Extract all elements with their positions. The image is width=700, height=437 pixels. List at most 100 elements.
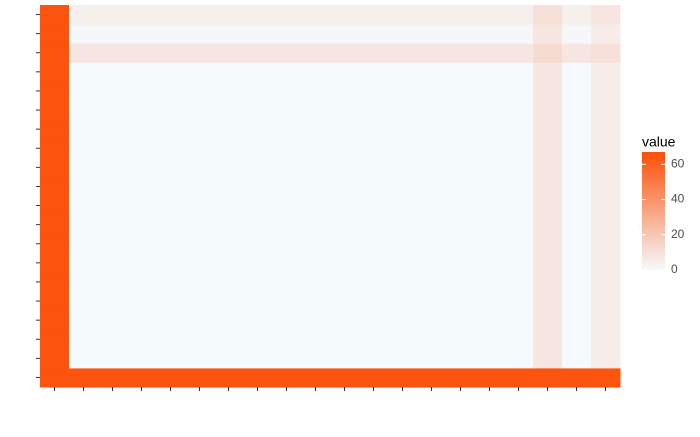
heatmap-cell xyxy=(98,157,128,178)
heatmap-cell xyxy=(562,176,592,197)
heatmap-cell xyxy=(330,272,360,292)
heatmap-cell xyxy=(446,100,476,121)
heatmap-cell xyxy=(533,367,563,388)
heatmap-cell xyxy=(388,176,418,197)
heatmap-cell xyxy=(243,81,273,101)
heatmap-cell xyxy=(359,272,389,292)
heatmap-cell xyxy=(127,291,157,312)
heatmap-cell xyxy=(40,272,70,292)
heatmap-cell xyxy=(417,253,447,273)
heatmap-cell xyxy=(214,43,244,63)
heatmap-cell xyxy=(359,43,389,63)
heatmap-cell xyxy=(127,234,157,254)
heatmap-cell xyxy=(301,119,331,140)
legend-tick-label: 40 xyxy=(671,192,685,206)
heatmap-cell xyxy=(243,196,273,216)
heatmap-cell xyxy=(127,119,157,140)
heatmap-cell xyxy=(330,100,360,121)
heatmap-cell xyxy=(98,291,128,312)
heatmap-cell xyxy=(127,81,157,101)
heatmap-cell xyxy=(40,119,70,140)
heatmap-cell xyxy=(359,100,389,121)
heatmap-cell xyxy=(330,138,360,159)
heatmap-cell xyxy=(243,62,273,82)
heatmap-cell xyxy=(69,62,99,82)
heatmap-cell xyxy=(446,253,476,273)
heatmap-cell xyxy=(475,329,505,350)
heatmap-cell xyxy=(185,100,215,121)
heatmap-cell xyxy=(533,81,563,101)
heatmap-cell xyxy=(417,215,447,235)
heatmap-cell xyxy=(591,234,621,254)
heatmap-cell xyxy=(185,138,215,159)
heatmap-cell xyxy=(156,119,186,140)
heatmap-cell xyxy=(504,215,534,235)
heatmap-cell xyxy=(156,310,186,331)
heatmap-cell xyxy=(243,310,273,331)
heatmap-cell xyxy=(475,81,505,101)
heatmap-cell xyxy=(98,272,128,292)
heatmap-cell xyxy=(417,291,447,312)
heatmap-cell xyxy=(301,215,331,235)
heatmap-cell xyxy=(185,367,215,388)
heatmap-cell xyxy=(504,310,534,331)
heatmap-cell xyxy=(185,310,215,331)
heatmap-cell xyxy=(504,43,534,63)
heatmap-cell xyxy=(504,196,534,216)
heatmap-cell xyxy=(417,157,447,178)
heatmap-cell xyxy=(272,253,302,273)
heatmap-cell xyxy=(69,100,99,121)
heatmap-cell xyxy=(388,310,418,331)
heatmap-cell xyxy=(98,24,128,44)
heatmap-cell xyxy=(69,291,99,312)
heatmap-cell xyxy=(330,329,360,350)
heatmap-cell xyxy=(127,100,157,121)
heatmap-cell xyxy=(301,62,331,82)
heatmap-cell xyxy=(475,62,505,82)
heatmap-cell xyxy=(330,157,360,178)
heatmap-cell xyxy=(533,62,563,82)
heatmap-cell xyxy=(156,234,186,254)
heatmap-cell xyxy=(127,157,157,178)
heatmap-cell xyxy=(98,348,128,369)
heatmap-cell xyxy=(98,138,128,159)
heatmap-cell xyxy=(330,253,360,273)
heatmap-cell xyxy=(156,329,186,350)
heatmap-cell xyxy=(359,157,389,178)
heatmap-cell xyxy=(156,176,186,197)
heatmap-cell xyxy=(446,310,476,331)
heatmap-cell xyxy=(40,196,70,216)
heatmap-cell xyxy=(417,272,447,292)
heatmap-cell xyxy=(40,24,70,44)
heatmap-cell xyxy=(214,234,244,254)
heatmap-cell xyxy=(272,234,302,254)
heatmap-cell xyxy=(69,119,99,140)
heatmap-cell xyxy=(98,100,128,121)
heatmap-cell xyxy=(388,119,418,140)
heatmap-cell xyxy=(214,196,244,216)
heatmap-cell xyxy=(388,157,418,178)
heatmap-cell xyxy=(475,196,505,216)
heatmap-cell xyxy=(446,43,476,63)
heatmap-cell xyxy=(185,253,215,273)
heatmap-cell xyxy=(591,196,621,216)
heatmap-cell xyxy=(301,348,331,369)
heatmap-cell xyxy=(40,157,70,178)
heatmap-cell xyxy=(185,176,215,197)
heatmap-cell xyxy=(533,234,563,254)
heatmap-cell xyxy=(388,5,418,25)
legend-tick-label: 20 xyxy=(671,227,685,241)
heatmap-cell xyxy=(388,24,418,44)
heatmap-cell xyxy=(330,43,360,63)
heatmap-cell xyxy=(301,310,331,331)
heatmap-cell xyxy=(417,196,447,216)
heatmap-cell xyxy=(69,348,99,369)
heatmap-cell xyxy=(214,119,244,140)
heatmap-cell xyxy=(504,329,534,350)
heatmap-cell xyxy=(533,119,563,140)
heatmap-cell xyxy=(69,310,99,331)
heatmap-cell xyxy=(69,215,99,235)
heatmap-cell xyxy=(272,5,302,25)
heatmap-cell xyxy=(40,43,70,63)
heatmap-cell xyxy=(98,310,128,331)
